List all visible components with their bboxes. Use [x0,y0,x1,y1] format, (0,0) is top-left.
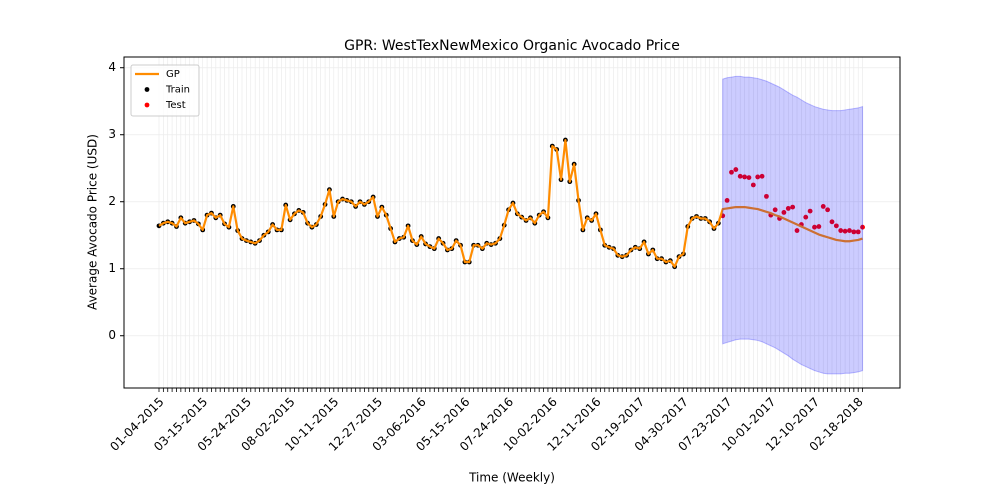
legend-marker [144,87,150,92]
point [755,174,761,180]
point [855,229,861,235]
point [803,214,809,220]
point [838,228,844,233]
legend-label: Test [165,100,186,111]
point [816,224,822,229]
y-axis-label: Average Avocado Price (USD) [86,134,100,310]
y-tick-label: 0 [108,328,116,342]
point [820,204,826,209]
legend-label: Train [165,85,190,96]
legend-label: GP [166,69,180,80]
point [737,173,743,179]
point [750,182,756,188]
point [812,224,817,230]
point [860,224,865,230]
point [794,228,800,233]
legend-marker [144,102,150,108]
point [833,223,839,229]
point [759,173,765,179]
y-tick-label: 3 [108,127,116,141]
point [785,206,791,211]
x-axis-label: Time (Weekly) [468,471,555,485]
plot-frame [123,56,901,389]
y-tick-label: 1 [108,261,116,275]
point [829,219,835,225]
point [807,208,813,214]
point [847,228,852,233]
y-tick-label: 4 [108,60,116,74]
chart-title: GPR: WestTexNewMexico Organic Avocado Pr… [344,38,680,54]
point [772,207,778,213]
point [729,169,734,175]
point [842,228,848,234]
confidence-band [722,75,864,375]
point [733,167,739,172]
y-tick-label: 2 [108,194,116,208]
point [746,175,752,181]
point [724,197,730,203]
point [851,229,857,235]
point [825,207,831,213]
gp-line [158,138,863,268]
point [781,210,787,215]
point [764,193,769,199]
point [742,174,747,180]
point [790,204,796,210]
